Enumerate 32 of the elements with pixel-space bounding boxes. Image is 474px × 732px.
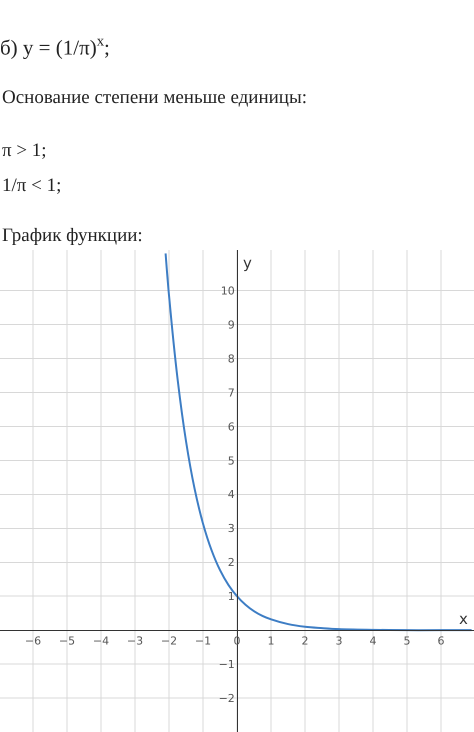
x-tick-label: −3 bbox=[126, 634, 144, 648]
x-tick-label: −4 bbox=[92, 634, 110, 648]
x-tick-label: −1 bbox=[194, 634, 212, 648]
y-tick-label: 6 bbox=[228, 420, 235, 434]
x-tick-label: 1 bbox=[268, 634, 274, 648]
y-tick-label: 2 bbox=[228, 556, 235, 570]
text: π > 1; bbox=[2, 140, 47, 161]
y-tick-label: 10 bbox=[220, 284, 235, 298]
y-tick-label: −2 bbox=[218, 692, 235, 705]
x-tick-label: 2 bbox=[302, 634, 309, 648]
text: График функции: bbox=[2, 225, 143, 246]
y-tick-label: 5 bbox=[228, 454, 235, 468]
y-tick-label: 4 bbox=[228, 488, 235, 502]
text: 1/π < 1; bbox=[2, 175, 62, 196]
y-tick-label: 8 bbox=[228, 352, 235, 366]
x-tick-label: 3 bbox=[336, 634, 343, 648]
x-tick-label: −2 bbox=[160, 634, 178, 648]
x-tick-label: 5 bbox=[404, 634, 411, 648]
x-tick-label: 6 bbox=[438, 634, 445, 648]
x-tick-label: −6 bbox=[24, 634, 42, 648]
x-tick-label: 4 bbox=[370, 634, 377, 648]
y-tick-label: −1 bbox=[218, 658, 235, 671]
text: Основание степени меньше единицы: bbox=[2, 87, 308, 108]
line-series bbox=[164, 252, 473, 632]
y-tick-label: 9 bbox=[228, 318, 235, 332]
y-tick-label: 1 bbox=[228, 590, 235, 604]
y-tick-label: 7 bbox=[228, 386, 235, 400]
y-tick-label: 3 bbox=[228, 522, 235, 536]
x-tick-label: −5 bbox=[58, 634, 76, 648]
x-axis-title: x bbox=[459, 610, 468, 628]
chart-title: б) y = (1/π)$^{x}$; bbox=[0, 34, 110, 60]
y-axis-title: y bbox=[243, 254, 252, 272]
